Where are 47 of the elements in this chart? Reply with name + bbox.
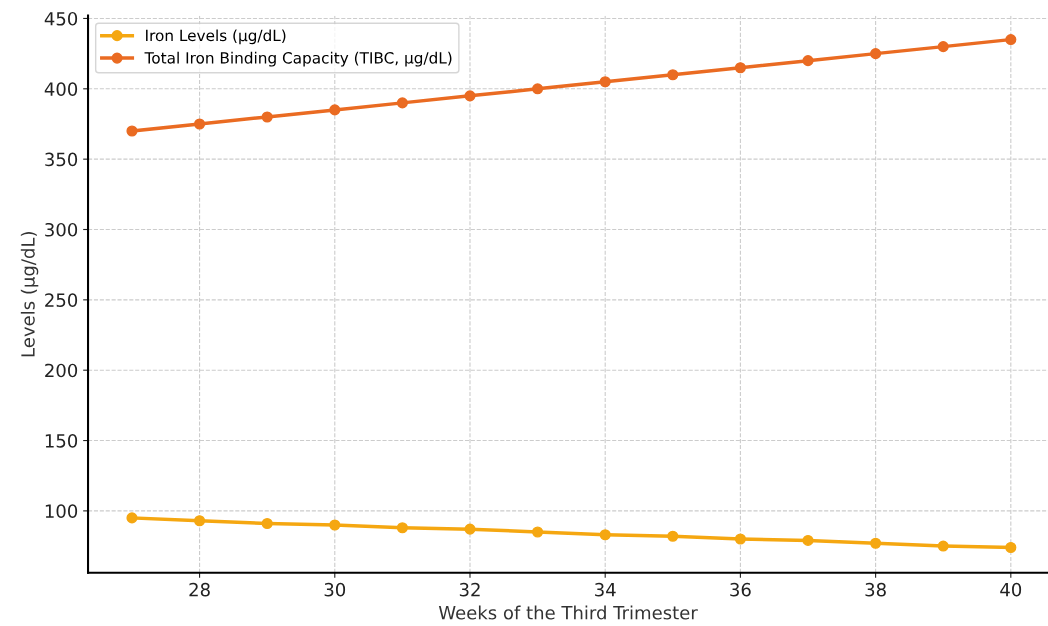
y-axis-title: Levels (µg/dL) (20, 232, 39, 357)
point (126, 512, 138, 524)
point (802, 55, 814, 67)
point (464, 90, 476, 102)
x-tick-label: 38 (865, 582, 886, 597)
point (261, 111, 273, 123)
point (599, 529, 611, 541)
y-tick-label: 450 (44, 11, 78, 26)
point (532, 83, 544, 95)
point (261, 517, 273, 530)
point (329, 519, 341, 531)
y-tick-label: 150 (45, 434, 78, 448)
x-axis-title: Weeks of the Third Trimester (438, 605, 698, 620)
y-tick-label: 400 (44, 82, 78, 96)
point (396, 522, 408, 534)
point (396, 97, 408, 109)
point (667, 69, 679, 81)
point (329, 104, 341, 116)
point (126, 125, 138, 137)
point (734, 533, 746, 545)
y-tick-label: 350 (45, 152, 78, 167)
point (1005, 34, 1017, 46)
y-tick-label: 100 (45, 504, 78, 518)
y-tick-label: 200 (45, 363, 78, 378)
x-tick-label: 30 (324, 582, 346, 597)
x-tick-label: 28 (189, 582, 210, 597)
point (937, 41, 949, 53)
point (734, 62, 746, 74)
point (667, 530, 679, 542)
legend-label: Iron Levels (µg/dL) (146, 29, 286, 45)
y-tick-label: 300 (45, 222, 78, 237)
point (532, 526, 544, 538)
x-tick-label: 36 (730, 582, 751, 597)
point (1005, 541, 1017, 554)
point (937, 540, 949, 552)
point (464, 523, 476, 535)
point (599, 76, 611, 88)
point (194, 118, 206, 130)
point (870, 48, 882, 60)
x-tick-label: 32 (459, 582, 480, 597)
point (194, 515, 206, 527)
point (802, 534, 814, 546)
y-tick-label: 250 (45, 293, 78, 307)
point (870, 537, 882, 549)
x-tick-label: 34 (595, 582, 616, 597)
legend-label: Total Iron Binding Capacity (TIBC, µg/dL) (144, 51, 452, 67)
x-tick-label: 40 (1000, 582, 1022, 597)
